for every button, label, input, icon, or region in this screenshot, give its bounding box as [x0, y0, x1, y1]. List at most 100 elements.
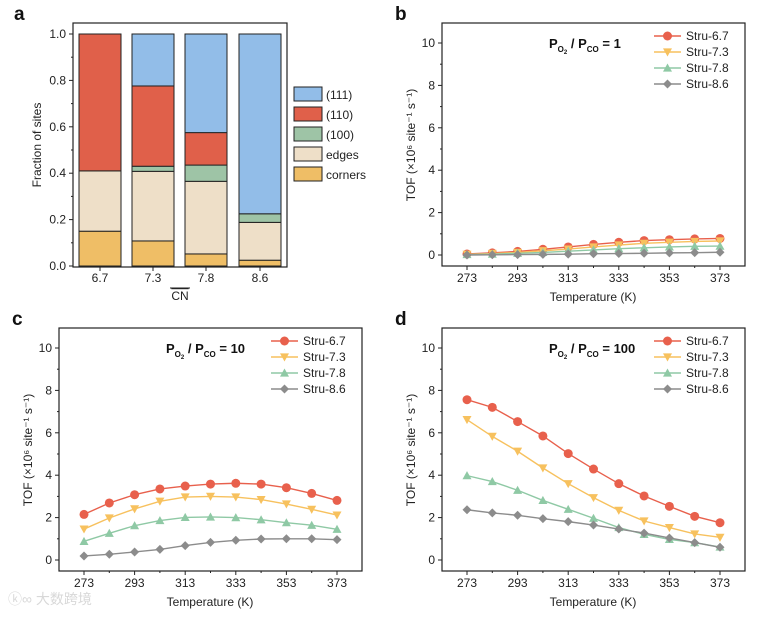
y-axis-label: TOF (×10⁶ site⁻¹ s⁻¹) [21, 394, 35, 506]
x-tick-label: 373 [710, 271, 730, 285]
bar-segment-edges [131, 170, 175, 242]
ann-tail: = 10 [216, 341, 245, 356]
y-tick-label: 10 [422, 36, 436, 50]
y-axis-label: Fraction of sites [30, 103, 44, 188]
legend-item: Stru-6.7 [654, 334, 729, 348]
y-tick-label: 0.2 [49, 213, 66, 227]
y-tick-label: 10 [422, 341, 436, 355]
data-point [563, 504, 573, 513]
data-point [513, 417, 523, 427]
data-point [462, 250, 472, 260]
legend-label: Stru-7.8 [303, 366, 346, 380]
x-tick-label: 313 [558, 576, 578, 590]
bar-segment-111 [131, 33, 175, 87]
x-tick-label: 333 [226, 576, 246, 590]
data-point [180, 493, 190, 502]
data-point [462, 416, 472, 425]
x-tick-label: 6.7 [92, 271, 109, 285]
x-tick-label: 293 [125, 576, 145, 590]
legend-marker [663, 384, 672, 394]
pressure-ratio-annotation: PO2 / PCO = 10 [166, 341, 245, 361]
data-point [281, 500, 291, 509]
data-point [715, 241, 725, 250]
legend-item: edges [293, 146, 359, 162]
x-axis-label: Temperature (K) [550, 290, 637, 304]
data-point [487, 477, 497, 486]
bar-segment-100 [184, 164, 228, 182]
panel-d: d 0 2 4 6 8 10 273 293 313 333 353 373 Temperature (K… [395, 309, 746, 609]
x-tick-label: 353 [276, 576, 296, 590]
x-tick-label: 353 [659, 271, 679, 285]
y-tick-label: 8 [428, 383, 435, 397]
data-point [487, 508, 497, 518]
legend-label: Stru-7.3 [303, 350, 346, 364]
x-axis-label: CN [171, 289, 188, 303]
data-point [538, 431, 548, 441]
data-point [639, 491, 649, 501]
x-tick-label: 8.6 [252, 271, 269, 285]
ann-tail: = 1 [599, 36, 621, 51]
bar-segment-edges [78, 170, 122, 232]
data-point [639, 528, 649, 538]
ann-p: P [166, 341, 175, 356]
series-Stru-6.7 [79, 478, 342, 519]
legend-marker [663, 353, 672, 362]
data-point [206, 479, 215, 489]
data-point [614, 524, 624, 534]
legend-item: Stru-7.3 [654, 45, 729, 59]
legend-label: Stru-8.6 [303, 382, 346, 396]
bar-segment-100 [238, 213, 282, 223]
data-point [715, 518, 725, 528]
data-point [487, 402, 497, 412]
data-point [563, 480, 573, 489]
data-point [639, 243, 649, 252]
x-axis-label: Temperature (K) [167, 595, 254, 609]
bar-segment-111 [238, 33, 282, 215]
data-point [307, 534, 317, 544]
bar-segment-corners [238, 259, 282, 267]
legend-marker [663, 48, 672, 57]
x-tick-label: 373 [327, 576, 347, 590]
y-tick-label: 8 [45, 383, 52, 397]
legend-label: Stru-7.3 [686, 45, 729, 59]
data-point [664, 501, 674, 511]
data-point [206, 492, 215, 501]
data-point [715, 542, 725, 552]
legend-marker [280, 368, 289, 377]
legend-label: Stru-6.7 [686, 29, 729, 43]
legend-marker [663, 336, 672, 346]
plot-frame [72, 22, 288, 268]
ann-p: P [549, 36, 558, 51]
bar-segment-corners [131, 240, 175, 267]
data-point [589, 249, 598, 259]
legend-label: Stru-7.8 [686, 61, 729, 75]
data-point [307, 505, 317, 514]
data-point [130, 547, 140, 557]
legend-swatch [293, 166, 323, 182]
data-point [589, 513, 598, 522]
legend-item: Stru-8.6 [654, 382, 729, 396]
legend-item: Stru-7.8 [271, 366, 346, 380]
data-point [690, 511, 700, 521]
data-point [589, 464, 598, 474]
data-point [79, 509, 89, 519]
series-Stru-7.3 [79, 492, 342, 534]
data-point [256, 495, 266, 505]
y-axis-label: TOF (×10⁶ site⁻¹ s⁻¹) [404, 89, 418, 201]
legend-marker [663, 63, 672, 72]
data-point [462, 505, 472, 515]
data-point [614, 249, 624, 259]
bar-segment-corners [78, 230, 122, 267]
data-point [690, 248, 700, 258]
y-tick-label: 0.0 [49, 259, 66, 273]
data-point [231, 493, 241, 502]
data-point [180, 481, 190, 491]
x-axis-label: Temperature (K) [550, 595, 637, 609]
data-point [614, 479, 624, 489]
bar-segment-corners [184, 253, 228, 267]
series-Stru-8.6 [462, 505, 725, 552]
legend-item: Stru-8.6 [271, 382, 346, 396]
x-tick-label: 293 [508, 576, 528, 590]
legend-marker [663, 368, 672, 377]
data-point [664, 248, 674, 258]
